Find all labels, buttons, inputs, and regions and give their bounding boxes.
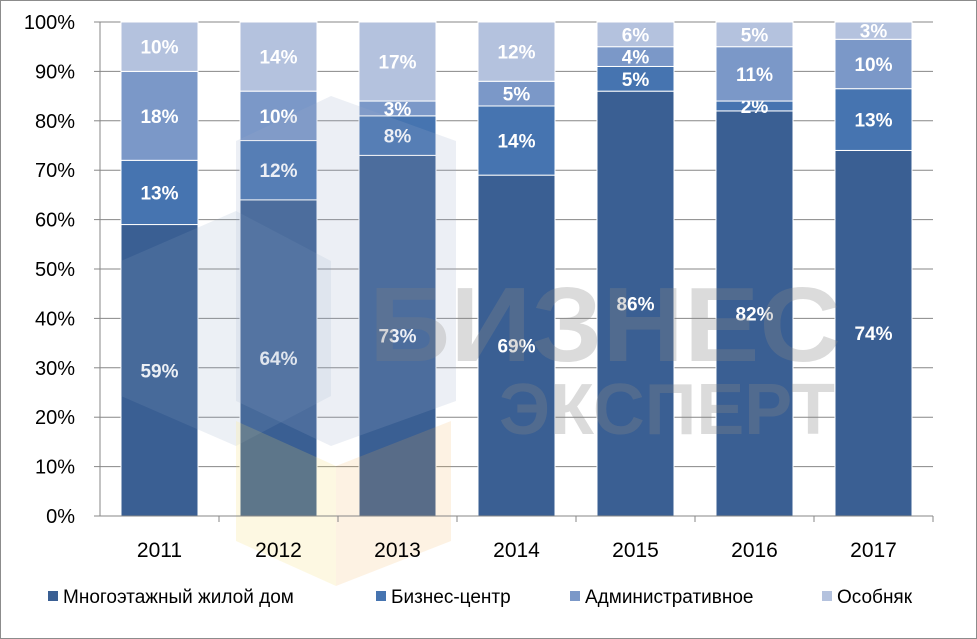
bar-segment <box>477 105 556 176</box>
x-tick-label: 2016 <box>731 539 778 562</box>
data-label: 18% <box>140 107 178 128</box>
y-tick-label: 90% <box>35 61 75 83</box>
x-tick-label: 2015 <box>612 539 659 562</box>
x-tick-label: 2014 <box>493 539 540 562</box>
bar-segment <box>120 224 199 517</box>
data-label: 2% <box>741 97 769 118</box>
y-tick-label: 30% <box>35 358 75 380</box>
y-tick-label: 70% <box>35 160 75 182</box>
y-tick-label: 0% <box>46 506 75 528</box>
legend-swatch <box>376 591 386 601</box>
legend-label: Бизнес-центр <box>391 587 511 608</box>
bar-segment <box>715 21 794 48</box>
data-label: 59% <box>140 361 178 382</box>
bar-segment <box>239 199 318 517</box>
y-tick-label: 10% <box>35 457 75 479</box>
data-label: 12% <box>497 43 535 64</box>
bars: 59% 13% 18% 10% 64% 12% 10% 14% 73% 8% 3% 17% 69% 14%… <box>120 21 913 517</box>
y-tick-label: 50% <box>35 259 75 281</box>
x-tick-label: 2012 <box>255 539 302 562</box>
data-label: 5% <box>741 25 769 46</box>
bar-segment <box>715 110 794 517</box>
data-label: 3% <box>384 99 412 120</box>
bar-segment <box>120 159 199 226</box>
data-label: 86% <box>616 295 654 316</box>
legend-label: Особняк <box>837 587 913 608</box>
data-label: 10% <box>140 38 178 59</box>
x-tick-label: 2017 <box>850 539 897 562</box>
data-label: 73% <box>378 327 416 348</box>
legend-swatch <box>570 591 580 601</box>
data-label: 3% <box>860 22 888 43</box>
legend: Многоэтажный жилой дом Бизнес-центр Админи… <box>48 587 913 608</box>
data-label: 69% <box>497 337 535 358</box>
data-label: 13% <box>854 111 892 132</box>
bar-segment <box>715 46 794 102</box>
bar-segment <box>834 149 913 517</box>
x-tick-label: 2011 <box>137 539 182 562</box>
bar-segment <box>358 21 437 102</box>
data-label: 82% <box>735 304 773 325</box>
data-label: 4% <box>622 48 650 69</box>
y-tick-label: 80% <box>35 111 75 133</box>
data-label: 11% <box>736 65 773 86</box>
y-tick-label: 60% <box>35 210 75 232</box>
bar-segment <box>239 21 318 92</box>
data-label: 64% <box>259 349 297 370</box>
bar-segment <box>596 65 675 92</box>
bar-segment <box>596 21 675 48</box>
data-label: 12% <box>259 161 297 182</box>
axes: 0% 10% 20% 30% 40% 50% 60% 70% 80% 90% 100% 2011 201… <box>24 12 934 562</box>
data-label: 14% <box>497 132 535 153</box>
bar-segment <box>477 80 556 107</box>
y-tick-label: 100% <box>24 12 75 34</box>
legend-label: Административное <box>585 587 754 608</box>
data-label: 6% <box>622 25 650 46</box>
data-label: 14% <box>259 48 297 69</box>
data-label: 17% <box>378 53 416 74</box>
y-tick-label: 20% <box>35 407 75 429</box>
bar-segment <box>120 21 199 72</box>
data-label: 74% <box>854 324 892 345</box>
data-label: 5% <box>622 70 650 91</box>
legend-swatch <box>48 591 58 601</box>
bar-segment <box>120 70 199 161</box>
data-label: 8% <box>384 127 412 148</box>
bar-segment <box>477 21 556 82</box>
bar-segment <box>358 154 437 517</box>
data-label: 5% <box>503 85 531 106</box>
bar-segment <box>834 38 913 90</box>
bar-segment <box>477 174 556 517</box>
bar-segment <box>834 21 913 40</box>
data-label: 10% <box>259 107 297 128</box>
x-tick-label: 2013 <box>374 539 421 562</box>
bar-segment <box>596 90 675 517</box>
y-tick-label: 40% <box>35 308 75 330</box>
bar-segment <box>358 115 437 156</box>
legend-swatch <box>822 591 832 601</box>
data-label: 10% <box>854 55 892 76</box>
legend-label: Многоэтажный жилой дом <box>63 587 294 608</box>
data-label: 13% <box>140 183 178 204</box>
